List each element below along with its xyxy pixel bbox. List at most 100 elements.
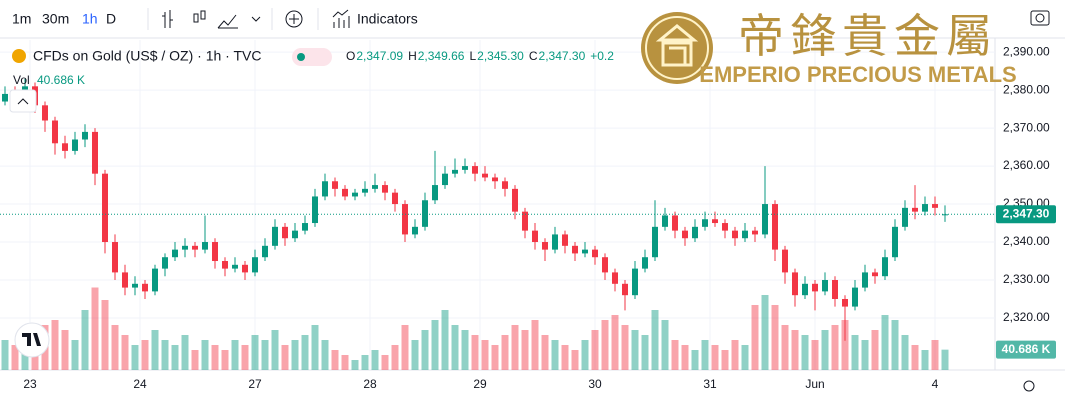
candle-body — [442, 173, 448, 186]
settings-icon[interactable] — [1023, 380, 1035, 392]
candle-body — [922, 204, 928, 212]
volume-bar — [641, 335, 649, 370]
collapse-button[interactable] — [9, 89, 37, 113]
dropdown-icon[interactable] — [251, 16, 261, 22]
candle-body — [352, 192, 358, 197]
volume-bar — [581, 340, 589, 370]
volume-bar — [251, 335, 259, 370]
candle-body — [742, 230, 748, 239]
candle-body — [582, 249, 588, 254]
screenshot-icon[interactable] — [1030, 10, 1050, 26]
candle-body — [42, 105, 48, 121]
volume-bar — [191, 350, 199, 370]
volume-bar — [481, 340, 489, 370]
candle-body — [752, 230, 758, 235]
volume-bar — [921, 350, 929, 370]
add-icon[interactable] — [285, 10, 303, 28]
candle-body — [222, 261, 228, 269]
volume-bar — [451, 325, 459, 370]
area-icon[interactable] — [217, 14, 238, 29]
candle-body — [422, 200, 428, 227]
legend: CFDs on Gold (US$ / OZ) · 1h · TVC Vol 4… — [9, 48, 614, 113]
interval-button[interactable]: 1m — [12, 11, 31, 27]
logo: 帝鋒貴金屬 EMPERIO PRECIOUS METALS — [641, 9, 1017, 87]
candle-body — [52, 120, 58, 144]
volume-bar — [871, 330, 879, 370]
candle-body — [682, 230, 688, 239]
volume-bar — [881, 315, 889, 370]
volume-bar — [701, 340, 709, 370]
interval-button[interactable]: 30m — [42, 11, 69, 27]
candle-body — [502, 181, 508, 189]
logo-english: EMPERIO PRECIOUS METALS — [699, 62, 1016, 87]
volume-bar — [941, 349, 949, 370]
candle-body — [272, 226, 278, 246]
candle-body — [72, 139, 78, 151]
symbol-title: CFDs on Gold (US$ / OZ) · 1h · TVC — [33, 48, 261, 64]
candle-body — [152, 268, 158, 292]
volume-bar — [361, 355, 369, 370]
ohlc-value: 2,349.66 — [418, 49, 465, 63]
candle-body — [662, 215, 668, 227]
volume-bar — [201, 340, 209, 370]
volume-bar — [521, 330, 529, 370]
candles-icon[interactable] — [193, 13, 199, 23]
candle-body — [162, 257, 168, 269]
candle-body — [712, 219, 718, 224]
volume-bar — [401, 325, 409, 370]
interval-button[interactable]: D — [106, 11, 116, 27]
candle-body — [192, 245, 198, 250]
candle-body — [142, 283, 148, 292]
candle-body — [812, 283, 818, 292]
volume-bar — [1, 340, 9, 370]
volume-bar — [761, 295, 769, 370]
volume-bar — [351, 360, 359, 370]
volume-bar — [841, 320, 849, 370]
y-tick-label: 2,370.00 — [1003, 120, 1050, 134]
candle-body — [852, 287, 858, 307]
candle-body — [82, 131, 88, 140]
interval-button[interactable]: 1h — [82, 11, 98, 27]
volume-bar — [671, 340, 679, 370]
volume-bar — [301, 335, 309, 370]
volume-bar — [901, 335, 909, 370]
logo-chinese: 帝鋒貴金屬 — [738, 9, 998, 63]
volume-bar — [651, 310, 659, 370]
candle-body — [312, 196, 318, 224]
candle-body — [612, 272, 618, 284]
candle-body — [392, 192, 398, 205]
volume-bar — [261, 340, 269, 370]
volume-bar — [801, 335, 809, 370]
candle-body — [132, 283, 138, 288]
candle-body — [512, 188, 518, 212]
x-tick-label: 31 — [703, 377, 717, 391]
volume-bar — [131, 345, 139, 370]
candle-body — [182, 245, 188, 250]
volume-bar — [331, 350, 339, 370]
volume-bar — [491, 345, 499, 370]
candle-body — [732, 230, 738, 239]
indicators-button[interactable]: Indicators — [357, 11, 418, 27]
volume-bar — [371, 350, 379, 370]
candle-body — [722, 223, 728, 231]
volume-bar — [171, 345, 179, 370]
tv-logo — [14, 322, 50, 358]
volume-bar — [731, 340, 739, 370]
candle-body — [562, 234, 568, 246]
volume-bar — [441, 310, 449, 370]
volume-bar — [541, 335, 549, 370]
volume-bar — [821, 330, 829, 370]
candle-body — [912, 207, 918, 212]
volume-bar — [781, 325, 789, 370]
candle-body — [332, 181, 338, 189]
volume-badge — [996, 340, 1056, 359]
volume-bar — [141, 340, 149, 370]
status-dot — [297, 53, 305, 61]
bars-icon[interactable] — [162, 10, 173, 28]
volume-bar — [51, 320, 59, 370]
candle-body — [882, 257, 888, 277]
y-tick-label: 2,390.00 — [1003, 44, 1050, 58]
volume-bar — [431, 320, 439, 370]
